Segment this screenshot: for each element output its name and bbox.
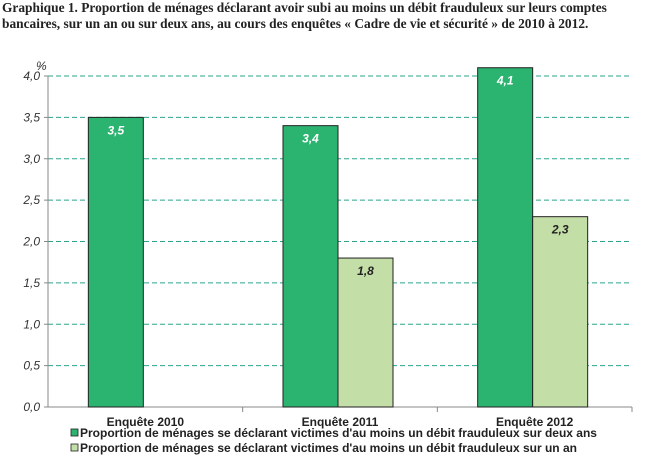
y-tick-label: 3,0 bbox=[23, 152, 40, 166]
y-tick-label: 1,5 bbox=[23, 276, 40, 290]
y-tick-label: 0,5 bbox=[23, 359, 40, 373]
x-tick-label: Enquête 2010 bbox=[107, 415, 185, 429]
data-label: 1,8 bbox=[357, 264, 374, 278]
data-label: 4,1 bbox=[496, 74, 514, 88]
bar-one-year bbox=[532, 216, 589, 408]
bar-two-years bbox=[477, 67, 534, 408]
bar-two-years bbox=[282, 125, 339, 408]
legend-label: Proportion de ménages se déclarant victi… bbox=[80, 441, 577, 455]
data-label: 3,5 bbox=[107, 123, 124, 137]
chart-title: Graphique 1. Proportion de ménages décla… bbox=[2, 0, 607, 31]
bar-two-years bbox=[87, 116, 144, 408]
y-tick-label: 2,5 bbox=[22, 193, 40, 207]
y-tick-label: 4,0 bbox=[23, 69, 40, 83]
data-label: 3,4 bbox=[302, 132, 319, 146]
y-tick-label: 3,5 bbox=[23, 110, 40, 124]
x-tick-label: Enquête 2012 bbox=[496, 415, 574, 429]
bar-one-year bbox=[337, 257, 394, 408]
legend-swatch bbox=[70, 428, 79, 437]
y-tick-label: 2,0 bbox=[22, 235, 40, 249]
y-axis-label: % bbox=[36, 59, 47, 73]
y-tick-label: 0,0 bbox=[23, 400, 40, 414]
x-tick-label: Enquête 2011 bbox=[302, 415, 379, 429]
data-label: 2,3 bbox=[551, 223, 569, 237]
y-tick-label: 1,0 bbox=[23, 317, 40, 331]
legend-swatch bbox=[70, 443, 79, 452]
legend-label: Proportion de ménages se déclarant victi… bbox=[80, 426, 597, 440]
